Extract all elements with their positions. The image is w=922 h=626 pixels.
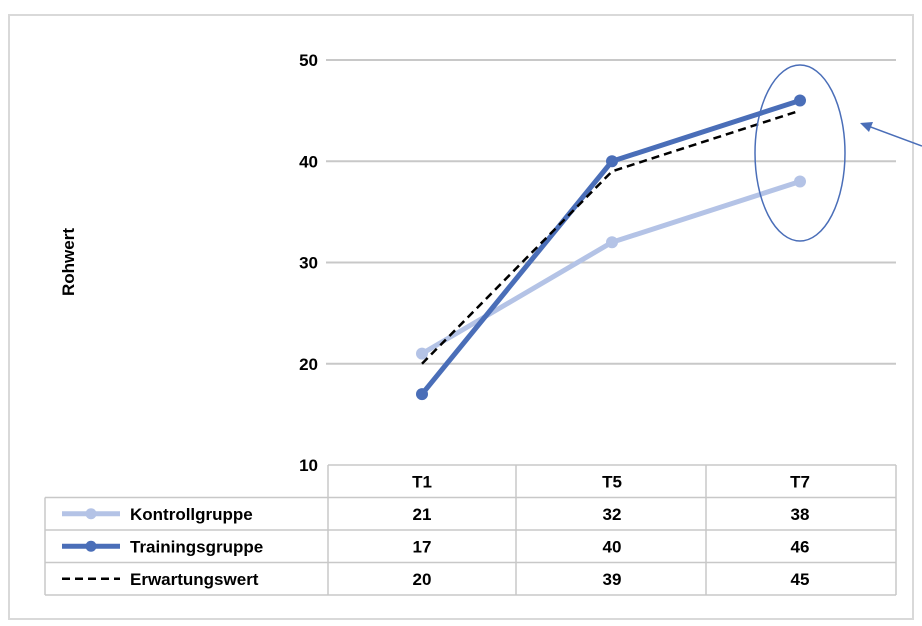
data-point <box>606 155 618 168</box>
table-value: 38 <box>791 505 810 524</box>
y-tick-label: 50 <box>299 51 318 70</box>
legend-series-name: Kontrollgruppe <box>130 505 253 524</box>
annotation-arrow-head <box>860 122 873 132</box>
table-value: 17 <box>413 537 432 556</box>
data-point <box>794 94 806 107</box>
table-value: 40 <box>603 537 622 556</box>
x-category-label: T5 <box>602 472 622 491</box>
legend-series-name: Erwartungswert <box>130 570 259 589</box>
y-tick-label: 10 <box>299 456 318 475</box>
y-tick-label: 30 <box>299 254 318 273</box>
table-value: 32 <box>603 505 622 524</box>
table-value: 21 <box>413 505 432 524</box>
data-point <box>606 236 618 249</box>
gridlines <box>326 59 896 365</box>
series-layer <box>416 94 806 401</box>
table-value: 46 <box>791 537 810 556</box>
x-category-label: T1 <box>412 472 432 491</box>
y-axis-label: Rohwert <box>59 228 78 296</box>
table-value: 45 <box>791 570 810 589</box>
annotation-ellipse <box>754 64 846 242</box>
legend-key-marker <box>85 508 97 520</box>
legend-series-name: Trainingsgruppe <box>130 537 263 556</box>
annotation-arrow-line <box>867 125 922 147</box>
y-tick-label: 20 <box>299 355 318 374</box>
y-tick-label: 40 <box>299 152 318 171</box>
data-point <box>794 175 806 188</box>
data-table: T1 T5 T7 Kontrollgruppe 21 32 38 Trainingsgrupp… <box>44 464 897 596</box>
x-category-label: T7 <box>790 472 810 491</box>
data-point <box>416 347 428 360</box>
legend-key-marker <box>85 540 97 552</box>
data-point <box>416 388 428 401</box>
table-value: 20 <box>413 570 432 589</box>
table-value: 39 <box>603 570 622 589</box>
y-axis-ticks: 10 20 30 40 50 <box>299 51 318 475</box>
annotation <box>754 64 922 242</box>
